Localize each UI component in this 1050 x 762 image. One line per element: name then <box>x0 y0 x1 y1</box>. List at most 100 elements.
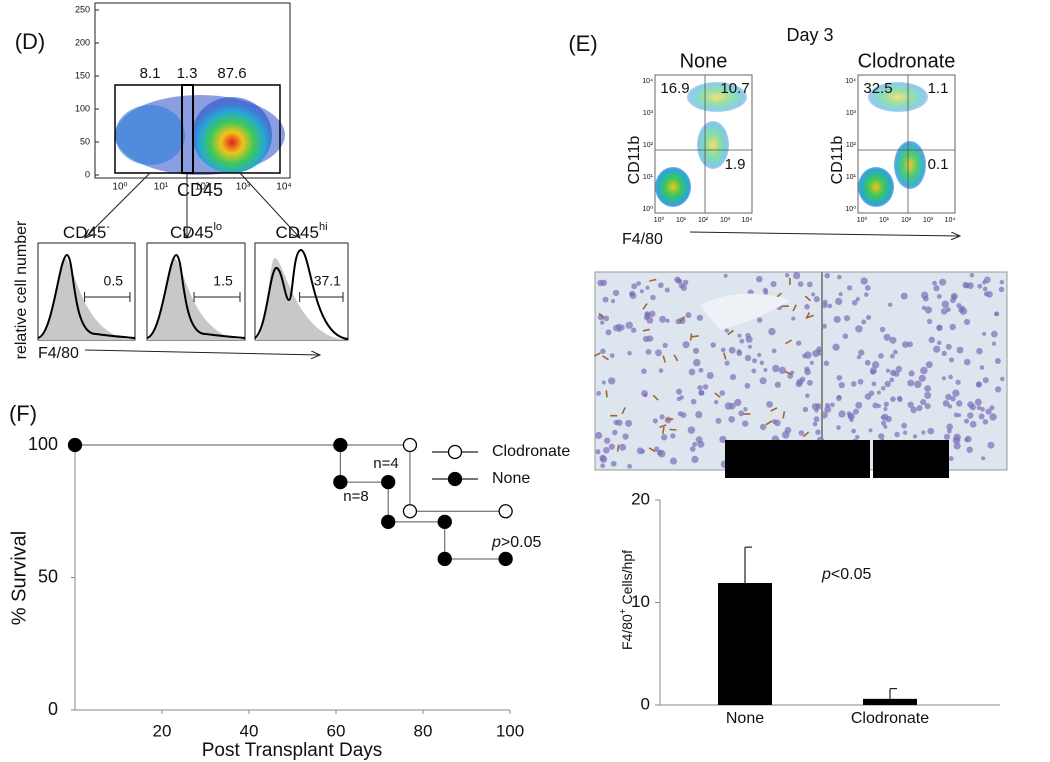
x-tick-label: 10³ <box>236 182 251 193</box>
nucleus <box>723 273 728 278</box>
survival-marker <box>67 437 83 453</box>
y-tick-label: 50 <box>80 136 90 146</box>
nucleus <box>698 367 704 373</box>
control-hist <box>38 257 135 340</box>
nucleus <box>924 306 933 314</box>
nucleus <box>908 370 915 377</box>
nucleus <box>645 285 650 290</box>
survival-marker <box>381 474 396 490</box>
legend-label: None <box>492 470 530 487</box>
stain <box>714 392 721 398</box>
nucleus <box>921 430 926 435</box>
stain <box>770 407 778 412</box>
nucleus <box>855 401 863 409</box>
sample-hist <box>146 253 246 339</box>
nucleus <box>878 433 885 440</box>
y-tick-label: 200 <box>75 37 90 47</box>
nucleus <box>941 376 946 381</box>
nucleus <box>610 298 616 304</box>
nucleus <box>677 278 683 284</box>
nucleus <box>595 449 601 455</box>
hist-title-sup: hi <box>319 221 328 233</box>
nucleus <box>615 323 622 330</box>
nucleus <box>646 316 654 324</box>
nucleus <box>910 406 917 414</box>
nucleus <box>807 281 813 288</box>
nucleus <box>695 411 703 419</box>
nucleus <box>955 379 961 385</box>
nucleus <box>698 390 705 396</box>
nucleus <box>670 433 676 439</box>
nucleus <box>942 400 950 407</box>
x-tick-label: 10¹ <box>154 182 169 193</box>
quadrant-value: 32.5 <box>863 80 892 97</box>
nucleus <box>792 271 801 280</box>
nucleus <box>852 408 859 415</box>
nucleus <box>976 405 982 411</box>
y-axis-label-part: F4/80 <box>619 614 635 650</box>
nucleus <box>974 398 982 406</box>
nucleus <box>969 420 977 428</box>
panel-label: (D) <box>15 29 46 54</box>
nucleus <box>655 349 662 357</box>
line <box>84 349 320 355</box>
nucleus <box>599 455 608 463</box>
nucleus <box>642 335 650 343</box>
nucleus <box>933 285 940 292</box>
density <box>655 167 691 207</box>
density <box>687 82 747 112</box>
nucleus <box>946 423 954 431</box>
nucleus <box>759 423 767 431</box>
stain <box>669 428 677 431</box>
nucleus <box>982 280 987 285</box>
hist-title-base: CD45 <box>275 223 318 242</box>
x-tick-label: 10⁴ <box>742 217 753 224</box>
nucleus <box>600 279 608 287</box>
nucleus <box>883 333 891 341</box>
nucleus <box>688 368 696 376</box>
stain <box>649 278 657 282</box>
nucleus <box>933 345 941 353</box>
nucleus <box>937 340 942 346</box>
nucleus <box>833 315 841 324</box>
plot-frame <box>94 2 291 179</box>
nucleus <box>719 390 726 396</box>
nucleus <box>756 317 763 323</box>
nucleus <box>945 343 952 350</box>
nucleus <box>941 300 950 308</box>
nucleus <box>837 274 842 280</box>
control-hist <box>147 257 245 340</box>
nucleus <box>813 416 820 423</box>
nucleus <box>884 380 891 388</box>
nucleus <box>985 408 992 415</box>
y-axis-label: CD11b <box>829 136 846 185</box>
nucleus <box>995 386 1002 393</box>
nucleus <box>603 315 610 322</box>
nucleus <box>885 368 890 373</box>
survival-marker <box>402 437 418 453</box>
nucleus <box>858 349 865 356</box>
nucleus <box>770 281 777 288</box>
nucleus <box>724 360 730 366</box>
nucleus <box>795 380 803 388</box>
nucleus <box>857 378 864 385</box>
y-tick-label: 10⁴ <box>642 78 653 85</box>
x-tick-label: 10³ <box>923 217 934 224</box>
nucleus <box>682 279 689 286</box>
nucleus <box>678 282 685 289</box>
nucleus <box>943 433 951 440</box>
nucleus <box>811 292 816 297</box>
stain <box>785 339 792 345</box>
nucleus <box>843 315 851 322</box>
hist-title: CD45hi <box>275 221 327 243</box>
nucleus <box>956 400 963 407</box>
x-tick-label: 40 <box>240 721 259 740</box>
gate <box>114 84 281 174</box>
x-tick-label: 10² <box>901 217 912 224</box>
nucleus <box>696 314 703 321</box>
y-tick-label: 0 <box>48 699 58 719</box>
nucleus <box>625 419 633 427</box>
nucleus <box>771 348 777 354</box>
nucleus <box>600 348 606 354</box>
y-tick-label: 10³ <box>846 110 857 117</box>
